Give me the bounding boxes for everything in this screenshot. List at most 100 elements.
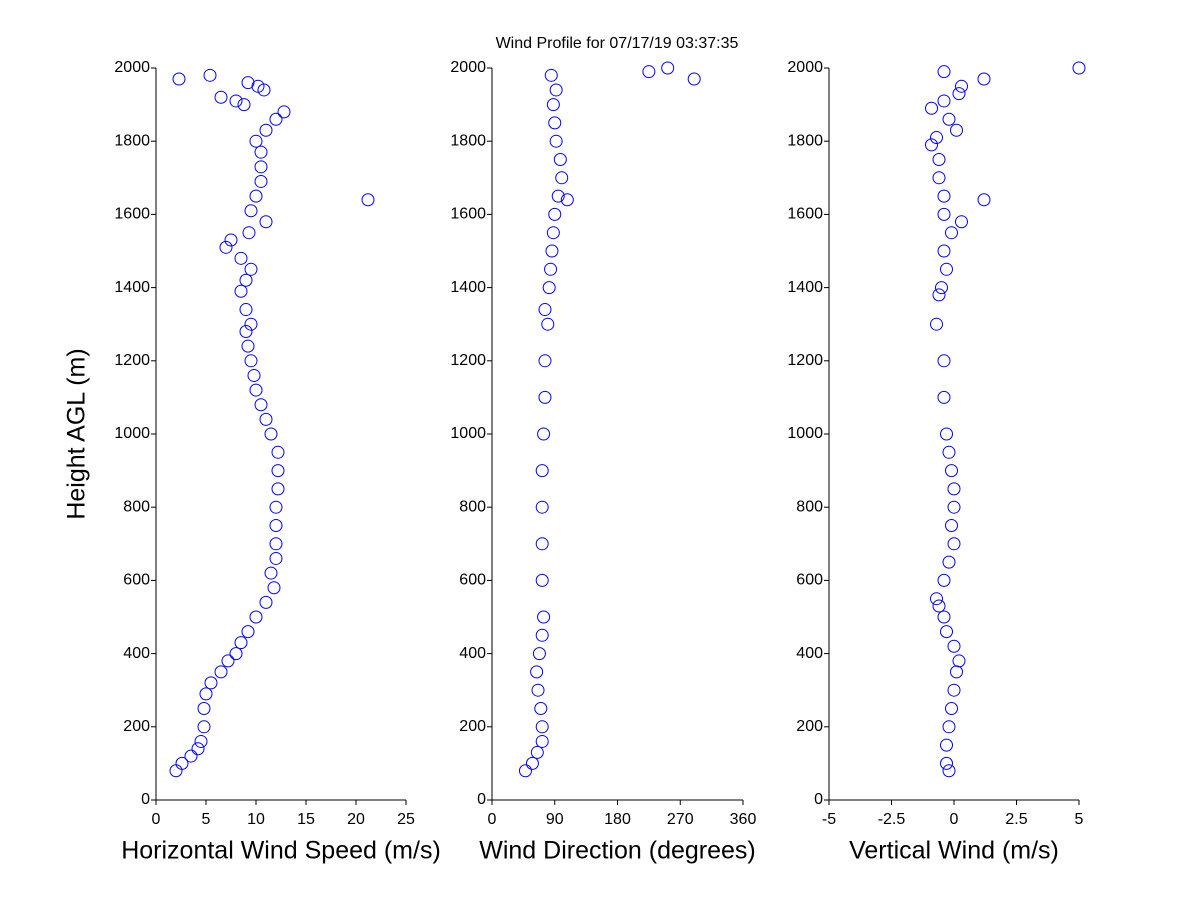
y-tick-label: 1400 [450,279,486,296]
point [932,153,946,166]
point [947,500,961,514]
point [942,112,956,126]
point [172,72,186,86]
point [548,116,562,130]
point [249,189,263,203]
x-tick-label: -2.5 [878,811,906,828]
point [549,83,563,97]
point [947,482,961,496]
chart-title: Wind Profile for 07/17/19 03:37:35 [496,35,739,52]
point [254,398,268,412]
y-tick-label: 600 [459,572,486,589]
point [244,317,258,331]
point [271,482,285,496]
point [525,756,539,770]
point [538,390,552,404]
x-tick-label: 5 [1075,811,1084,828]
point [244,354,258,368]
point [259,215,273,229]
point [942,445,956,459]
y-tick-label: 1400 [787,279,823,296]
point [259,412,273,426]
point [269,519,283,532]
x-tick-label: 2.5 [1005,811,1027,828]
point [930,131,943,145]
point [545,244,559,258]
x-tick-label: 0 [152,811,161,828]
point [940,625,953,639]
point [945,464,958,478]
point [546,226,560,240]
y-axis-label: Height AGL (m) [63,348,91,519]
y-tick-label: 2000 [787,59,823,76]
x-tick-label: 0 [488,811,497,828]
x-tick-label: 90 [546,811,564,828]
point [241,625,255,639]
x-tick-label: -5 [822,811,836,828]
y-tick-label: 1400 [114,279,150,296]
x-tick-label: 5 [202,811,211,828]
point [977,193,991,207]
point [535,500,549,514]
y-tick-label: 1600 [450,206,486,223]
point [548,207,562,221]
point [546,98,560,112]
point [239,325,253,339]
point [221,654,235,668]
point [175,756,189,770]
point [937,189,951,203]
point [194,734,208,748]
y-tick-label: 1800 [787,132,823,149]
point [197,720,211,734]
x-tick-label: 0 [950,811,959,828]
point [950,123,963,137]
y-tick-label: 2000 [450,59,486,76]
x-axis-label: Vertical Wind (m/s) [849,837,1059,865]
point [254,145,268,159]
x-tick-label: 180 [604,811,631,828]
x-tick-label: 270 [667,811,694,828]
point [259,123,273,137]
point [219,240,233,254]
point [244,204,258,218]
point [932,288,946,302]
point [242,226,256,240]
y-tick-label: 600 [796,572,823,589]
point [945,702,958,715]
y-tick-label: 1000 [450,425,486,442]
y-tick-label: 1000 [114,425,150,442]
y-tick-label: 1800 [450,132,486,149]
point [531,683,545,697]
point [930,592,943,606]
point [553,153,567,166]
point [239,273,253,287]
point [1072,61,1086,75]
point [952,87,966,101]
point [239,303,253,317]
point [937,610,951,624]
point [237,98,251,112]
point [518,764,532,778]
point [277,105,291,119]
point [952,654,966,668]
point [535,628,549,642]
point [942,764,956,778]
point [530,665,544,679]
x-tick-label: 20 [347,811,365,828]
point [555,171,569,185]
point [234,636,248,650]
y-tick-label: 2000 [114,59,150,76]
y-tick-label: 400 [796,645,823,662]
x-tick-label: 25 [397,811,415,828]
point [560,193,574,207]
point [241,339,255,353]
point [940,427,953,441]
point [940,756,953,770]
point [214,90,228,104]
point [955,215,968,229]
point [977,72,991,86]
x-tick-label: 15 [297,811,315,828]
point [229,647,243,661]
point [530,745,544,759]
point [942,555,956,569]
